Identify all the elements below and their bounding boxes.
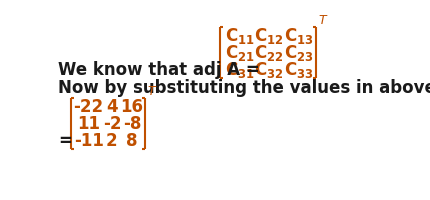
Text: -11: -11 [74, 132, 104, 149]
Text: $\mathbf{C_{13}}$: $\mathbf{C_{13}}$ [284, 26, 313, 46]
Text: $\mathbf{C_{33}}$: $\mathbf{C_{33}}$ [284, 60, 313, 80]
Text: $\mathbf{C_{31}}$: $\mathbf{C_{31}}$ [225, 60, 255, 80]
Text: Now by substituting the values in above matrix we get,: Now by substituting the values in above … [58, 79, 430, 97]
Text: -22: -22 [74, 98, 104, 116]
Text: $\mathbf{C_{11}}$: $\mathbf{C_{11}}$ [225, 26, 255, 46]
Text: 16: 16 [120, 98, 144, 116]
Text: $\mathbf{C_{12}}$: $\mathbf{C_{12}}$ [255, 26, 284, 46]
Text: $\mathbf{C_{22}}$: $\mathbf{C_{22}}$ [255, 43, 284, 63]
Text: $T$: $T$ [318, 14, 329, 27]
Text: $\mathbf{C_{23}}$: $\mathbf{C_{23}}$ [284, 43, 313, 63]
Text: 4: 4 [106, 98, 118, 116]
Text: -2: -2 [103, 115, 121, 133]
Text: We know that adj A =: We know that adj A = [58, 61, 260, 79]
Text: 2: 2 [106, 132, 118, 149]
Text: -8: -8 [123, 115, 141, 133]
Text: $\mathbf{C_{32}}$: $\mathbf{C_{32}}$ [255, 60, 284, 80]
Text: $T$: $T$ [147, 85, 157, 98]
Text: =: = [58, 132, 72, 149]
Text: $\mathbf{C_{21}}$: $\mathbf{C_{21}}$ [225, 43, 255, 63]
Text: 11: 11 [77, 115, 100, 133]
Text: 8: 8 [126, 132, 138, 149]
